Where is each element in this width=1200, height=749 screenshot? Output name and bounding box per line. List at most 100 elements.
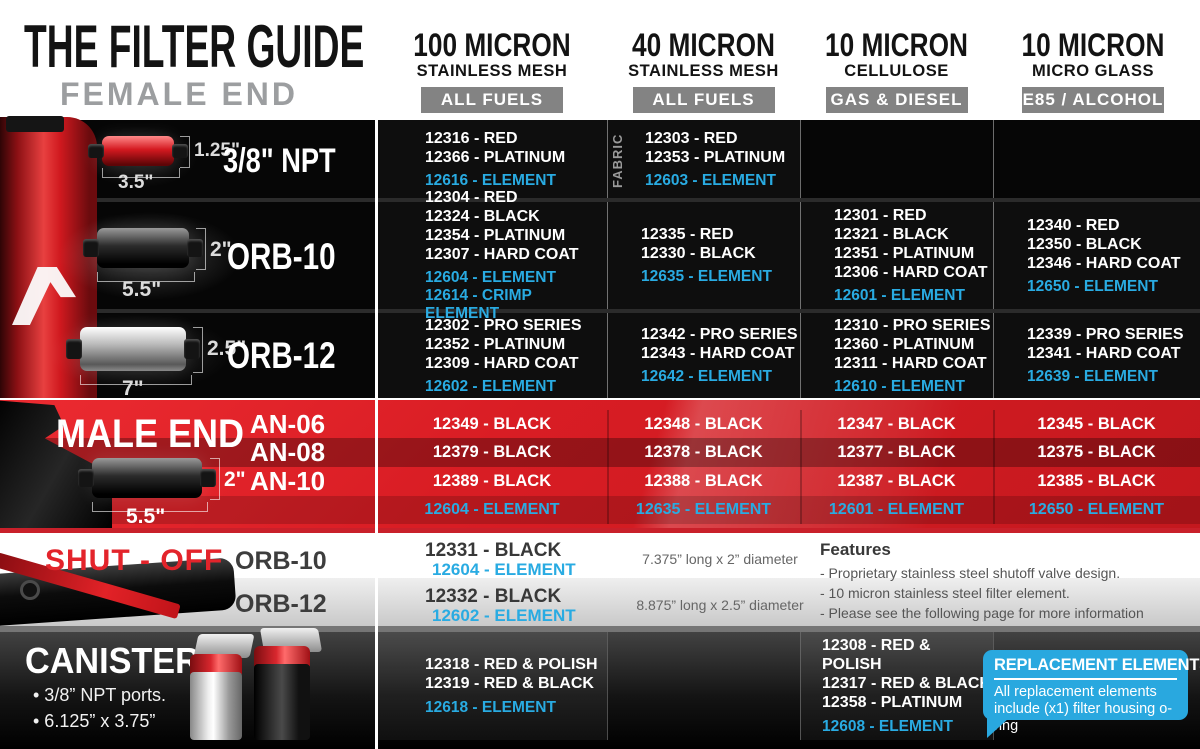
column-divider <box>993 410 995 524</box>
column-divider <box>607 632 608 740</box>
dimension-bracket <box>193 327 203 373</box>
element-numbers: 12601 - ELEMENT <box>834 287 965 304</box>
orb12-size-label: ORB-12 <box>235 590 327 618</box>
column-divider <box>800 632 801 740</box>
row-band-elements <box>0 496 1200 524</box>
column-header-10-micron-micro-glass: 10 MICRON MICRO GLASS E85 / ALCOHOL <box>993 28 1193 116</box>
part-numbers: 12340 - RED 12350 - BLACK 12346 - HARD C… <box>1027 216 1181 272</box>
element-numbers: 12642 - ELEMENT <box>641 368 772 385</box>
part-numbers: 12342 - PRO SERIES 12343 - HARD COAT <box>641 326 798 362</box>
cell-orb10-10micron-microglass: 12340 - RED 12350 - BLACK 12346 - HARD C… <box>993 202 1200 309</box>
filter-fitting <box>200 469 216 487</box>
row-label: 3/8" NPT <box>223 142 336 180</box>
column-header-40-micron: 40 MICRON STAINLESS MESH ALL FUELS <box>607 28 800 116</box>
cell-orb12-10micron-microglass: 12339 - PRO SERIES 12341 - HARD COAT 126… <box>993 313 1200 398</box>
cell-an06-100micron: 12349 - BLACK <box>432 414 552 433</box>
page-title: THE FILTER GUIDE <box>24 13 365 80</box>
dimension-bracket <box>102 168 180 178</box>
element-numbers: 12604 - ELEMENT 12614 - CRIMP ELEMENT <box>425 269 556 322</box>
part-numbers: 12302 - PRO SERIES 12352 - PLATINUM 1230… <box>425 316 582 372</box>
red-inline-filter-image <box>88 136 188 166</box>
column-media: CELLULOSE <box>844 62 949 80</box>
orb12-dimensions: 8.875” long x 2.5” diameter <box>636 597 804 613</box>
row-separator <box>62 198 1200 202</box>
orb10-element-number: 12604 - ELEMENT <box>432 560 576 579</box>
part-numbers: 12316 - RED 12366 - PLATINUM <box>425 129 566 166</box>
canister-section: CANISTER • 3/8” NPT ports. • 6.125” x 3.… <box>0 628 1200 749</box>
cell-an10-10micron-microglass: 12385 - BLACK <box>1037 472 1156 490</box>
element-numbers: 12635 - ELEMENT <box>641 268 772 285</box>
dimension-height: 2" <box>224 468 246 491</box>
dimension-height: 1.25" <box>194 140 240 161</box>
cell-an08-100micron: 12379 - BLACK <box>432 443 552 461</box>
filter-fitting <box>78 469 94 487</box>
column-micron: 10 MICRON <box>1021 27 1165 63</box>
shut-off-section: SHUT - OFF ORB-10 12331 - BLACK 12604 - … <box>0 528 1200 632</box>
element-numbers: 12608 - ELEMENT <box>822 718 953 735</box>
element-numbers: 12650 - ELEMENT <box>1027 277 1158 295</box>
filter-fitting <box>66 339 82 359</box>
cell-orb12-40micron: 12342 - PRO SERIES 12343 - HARD COAT 126… <box>607 313 800 398</box>
male-end-section: MALE END 2" 5.5" AN-06 AN-08 AN-10 12349… <box>0 400 1200 528</box>
callout-body: All replacement elements include (x1) fi… <box>994 684 1173 734</box>
column-media: STAINLESS MESH <box>416 62 568 80</box>
dimension-length: 5.5" <box>126 505 166 528</box>
element-numbers: 12616 - ELEMENT <box>425 171 556 189</box>
element-10micron-microglass: 12650 - ELEMENT <box>1028 501 1165 518</box>
canister-body <box>190 672 242 740</box>
cell-canister-100micron: 12318 - RED & POLISH 12319 - RED & BLACK… <box>377 632 607 740</box>
black-male-filter-image <box>78 458 216 498</box>
cell-an10-10micron-cellulose: 12387 - BLACK <box>837 472 956 490</box>
female-end-section: 1.25" 3.5" 3/8" NPT 12316 - RED 12366 - … <box>0 116 1200 400</box>
column-divider <box>607 410 609 524</box>
cell-an08-40micron: 12378 - BLACK <box>644 443 763 461</box>
filter-fitting <box>88 144 104 158</box>
cell-canister-10micron-cellulose: 12308 - RED & POLISH 12317 - RED & BLACK… <box>800 632 993 740</box>
part-numbers: 12335 - RED 12330 - BLACK <box>641 226 756 262</box>
orb10-size-label: ORB-10 <box>235 547 327 575</box>
dimension-bracket <box>80 375 192 385</box>
row-separator <box>62 309 1200 313</box>
dimension-length: 3.5" <box>118 172 154 193</box>
cell-orb10-10micron-cellulose: 12301 - RED 12321 - BLACK 12351 - PLATIN… <box>800 202 993 309</box>
canister-title: CANISTER <box>25 640 200 681</box>
cell-orb12-10micron-cellulose: 12310 - PRO SERIES 12360 - PLATINUM 1231… <box>800 313 993 398</box>
column-micron: 40 MICRON <box>632 27 775 63</box>
fuel-badge: GAS & DIESEL <box>825 87 968 113</box>
red-canister-product-image <box>0 116 97 398</box>
column-divider <box>993 120 994 398</box>
features-title: Features <box>820 540 891 559</box>
dimension-length: 7" <box>122 377 144 400</box>
fuel-badge: ALL FUELS <box>632 87 775 113</box>
dimension-bracket <box>180 136 190 168</box>
canister-red-top <box>254 646 310 666</box>
male-end-title: MALE END <box>56 412 245 456</box>
gray-divider-bar <box>0 626 1200 632</box>
dimension-bracket <box>92 502 208 512</box>
canister-cap <box>6 116 64 132</box>
cell-an06-10micron-microglass: 12345 - BLACK <box>1037 414 1156 433</box>
features-list: - Proprietary stainless steel shutoff va… <box>820 565 1144 621</box>
female-row-npt: 1.25" 3.5" 3/8" NPT 12316 - RED 12366 - … <box>0 120 1200 198</box>
fuel-badge: E85 / ALCOHOL <box>1022 87 1164 113</box>
element-numbers: 12603 - ELEMENT <box>645 171 776 189</box>
female-section-background <box>62 120 1200 398</box>
dimension-height: 2.5" <box>207 337 247 360</box>
shut-off-title: SHUT - OFF <box>45 544 224 577</box>
column-media: STAINLESS MESH <box>628 62 779 80</box>
cell-an06-10micron-cellulose: 12347 - BLACK <box>837 414 956 433</box>
element-10micron-cellulose: 12601 - ELEMENT <box>828 501 965 518</box>
dimension-bracket <box>97 272 195 282</box>
orb12-element-number: 12602 - ELEMENT <box>432 606 576 625</box>
an06-label: AN-06 <box>250 408 326 439</box>
cell-an08-10micron-cellulose: 12377 - BLACK <box>837 443 956 461</box>
element-numbers: 12602 - ELEMENT <box>425 377 556 395</box>
column-header-10-micron-cellulose: 10 MICRON CELLULOSE GAS & DIESEL <box>800 28 993 116</box>
filter-fitting <box>83 239 99 257</box>
filter-fitting <box>172 144 188 158</box>
dimension-bracket <box>210 458 220 500</box>
part-numbers: 12310 - PRO SERIES 12360 - PLATINUM 1231… <box>834 316 991 372</box>
fuel-badge: ALL FUELS <box>421 87 563 113</box>
black-inline-filter-image <box>83 228 203 268</box>
element-40micron: 12635 - ELEMENT <box>635 501 772 518</box>
